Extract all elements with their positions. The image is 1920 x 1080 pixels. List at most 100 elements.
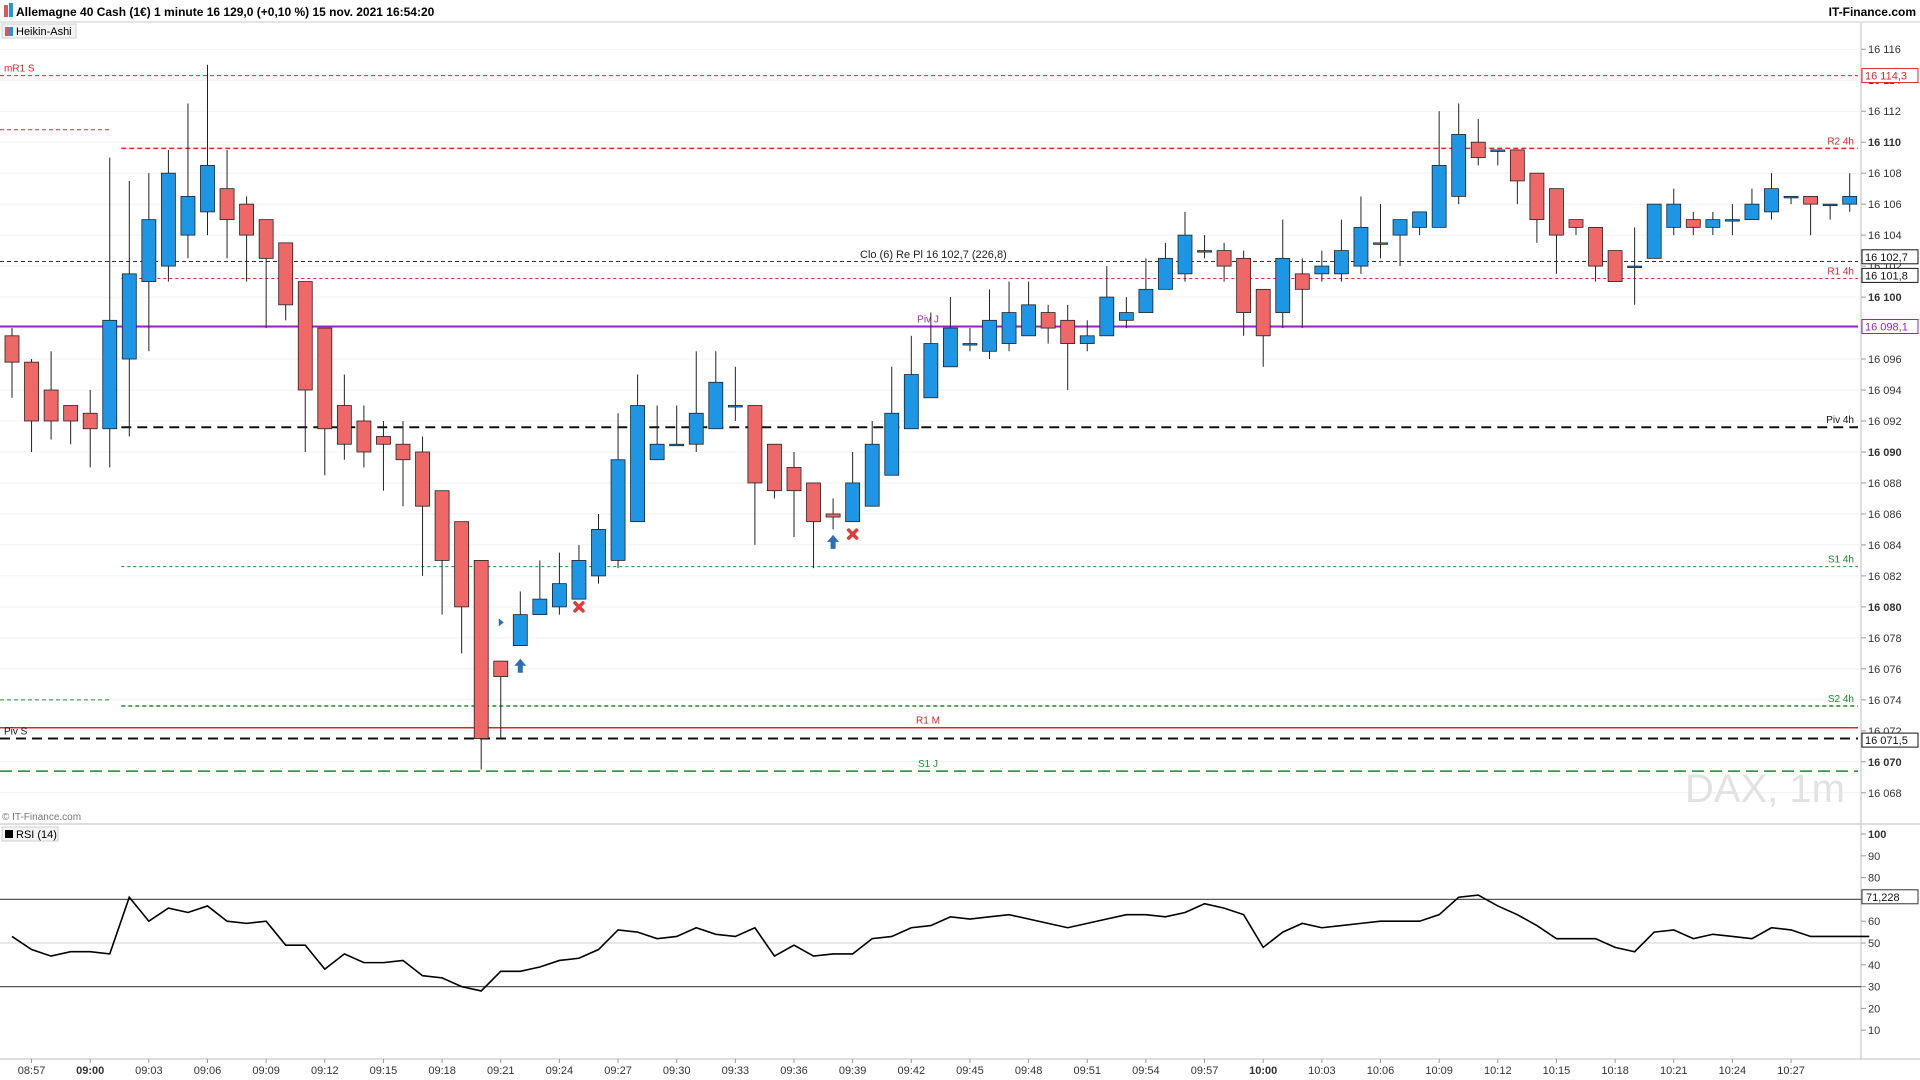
- candle-body: [1001, 312, 1017, 344]
- rsi-legend[interactable]: RSI (14): [1, 826, 59, 842]
- candle-body: [1509, 149, 1525, 182]
- candle: [845, 451, 861, 523]
- candle-body: [1040, 312, 1056, 329]
- level-label: R1 4h: [1827, 266, 1854, 277]
- candle-body: [43, 389, 59, 422]
- y-tick-label: 16 110: [1868, 137, 1901, 149]
- candle: [1158, 242, 1173, 290]
- rsi-tick-label: 80: [1868, 873, 1880, 885]
- candle: [200, 64, 215, 236]
- candle: [356, 405, 372, 468]
- candle: [239, 196, 255, 282]
- y-tick-label: 16 096: [1868, 354, 1902, 366]
- candle: [1627, 227, 1643, 305]
- price-tag-label: 16 098,1: [1865, 322, 1908, 334]
- y-tick-label: 16 070: [1868, 757, 1902, 769]
- sell-cross-icon: [573, 601, 585, 613]
- candle: [1705, 211, 1721, 236]
- legend-label: Heikin-Ashi: [16, 26, 72, 38]
- candle-body: [82, 412, 98, 430]
- candle-body: [1021, 304, 1036, 337]
- candle: [317, 327, 333, 476]
- candle: [1392, 219, 1408, 267]
- x-tick-label: 09:33: [722, 1065, 750, 1077]
- rsi-tick-label: 60: [1868, 916, 1880, 928]
- candle-body: [512, 614, 528, 647]
- x-tick-label: 09:54: [1132, 1065, 1160, 1077]
- candle-body: [239, 203, 255, 236]
- candle: [1334, 219, 1349, 282]
- x-tick-label: 10:09: [1425, 1065, 1453, 1077]
- candle-body: [591, 529, 606, 577]
- candle: [1353, 196, 1369, 274]
- candle: [121, 180, 137, 437]
- candle-body: [1373, 242, 1388, 245]
- candle-body: [336, 405, 352, 445]
- level-label: mR1 S: [4, 64, 35, 75]
- price-tag: 16 098,1: [1861, 319, 1919, 335]
- candle: [102, 157, 118, 468]
- candle-body: [571, 560, 587, 600]
- candle: [180, 103, 196, 259]
- rsi-value-tag: [1861, 889, 1919, 905]
- x-tick-label: 09:06: [194, 1065, 222, 1077]
- candle: [278, 242, 294, 321]
- candle-body: [806, 482, 821, 523]
- candle: [82, 390, 98, 468]
- candle: [1412, 211, 1427, 236]
- candle-body: [1158, 257, 1173, 290]
- rsi-tick-label: 10: [1868, 1025, 1880, 1037]
- candle: [1431, 111, 1447, 228]
- candle-body: [317, 327, 333, 430]
- candle-body: [1216, 250, 1232, 267]
- x-tick-label: 10:12: [1484, 1065, 1512, 1077]
- candle: [962, 328, 978, 352]
- rsi-swatch: [5, 830, 13, 838]
- candle: [434, 490, 450, 615]
- price-tag-label: 16 071,5: [1865, 735, 1908, 747]
- y-tick-label: 16 082: [1868, 571, 1902, 583]
- candle: [1529, 172, 1545, 243]
- price-tag-box: [1861, 319, 1919, 335]
- candle-body: [454, 521, 470, 608]
- candle: [669, 405, 685, 447]
- candle: [1197, 235, 1212, 259]
- candle: [43, 351, 59, 440]
- price-tag-box: [1861, 732, 1919, 748]
- candle: [1783, 195, 1799, 205]
- level-label: S1 4h: [1828, 555, 1854, 566]
- candle-body: [747, 405, 763, 484]
- candle-body: [1803, 195, 1818, 205]
- candle-body: [1255, 288, 1271, 337]
- candle: [1803, 195, 1818, 236]
- candle: [1099, 266, 1115, 337]
- candle-body: [1451, 134, 1467, 197]
- candle-body: [141, 219, 157, 282]
- close-annotation: Clo (6) Re Pl 16 102,7 (226,8): [860, 249, 1007, 261]
- y-tick-label: 16 112: [1868, 106, 1901, 118]
- candle-body: [200, 165, 215, 213]
- candle: [552, 552, 567, 615]
- candle: [258, 219, 274, 329]
- y-tick-label: 16 116: [1868, 44, 1901, 56]
- candle: [1255, 288, 1271, 367]
- price-tags: 16 114,3 16 102,7 16 101,8 16 098,1 16 071,5: [1861, 68, 1919, 748]
- x-tick-label: 09:09: [252, 1065, 280, 1077]
- candle-body: [63, 405, 79, 422]
- rsi-tick-label: 100: [1868, 829, 1886, 841]
- candle-body: [727, 405, 743, 408]
- candle-body: [923, 343, 939, 399]
- x-tick-label: 09:42: [898, 1065, 926, 1077]
- candle: [63, 405, 79, 445]
- candle: [160, 149, 176, 282]
- x-tick-label: 09:45: [956, 1065, 984, 1077]
- legend-heikin-ashi[interactable]: Heikin-Ashi: [1, 23, 77, 39]
- candle: [1451, 103, 1467, 205]
- candle: [864, 421, 880, 507]
- y-tick-label: 16 108: [1868, 168, 1902, 180]
- x-tick-label: 09:15: [370, 1065, 398, 1077]
- candle-body: [493, 660, 509, 677]
- candle: [1275, 219, 1291, 329]
